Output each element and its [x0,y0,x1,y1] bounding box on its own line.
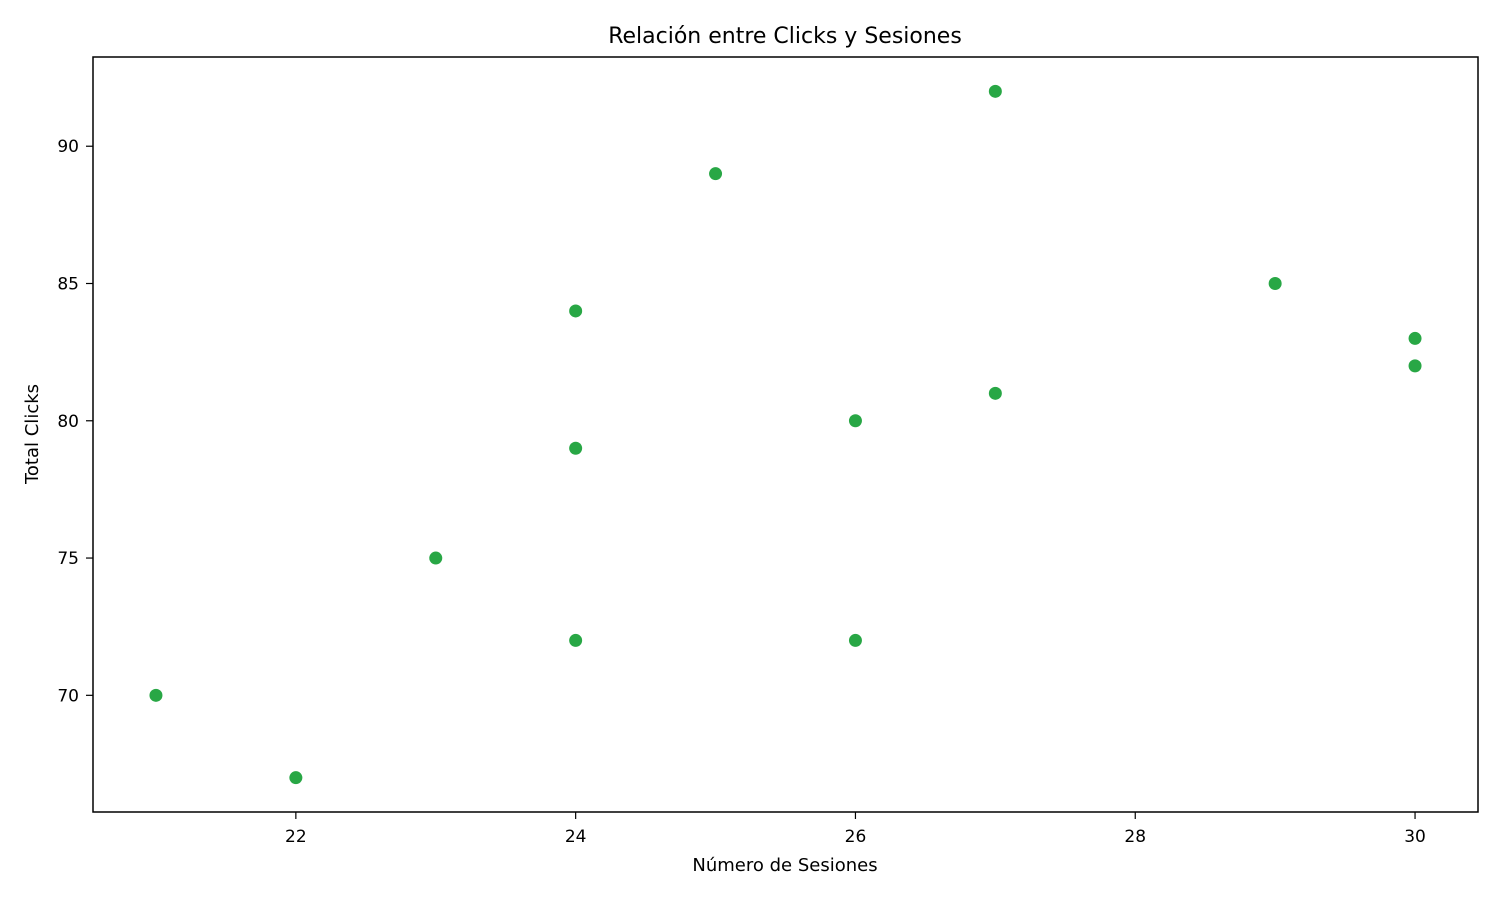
data-point [848,633,862,647]
plot-frame [92,56,1479,813]
data-point [149,688,163,702]
x-tick-label: 22 [285,827,307,847]
y-tick-label: 85 [57,275,79,295]
data-point [988,84,1002,98]
x-tick-label: 26 [845,827,867,847]
data-point [988,386,1002,400]
y-axis-label: Total Clicks [22,384,43,485]
x-tick-label: 28 [1124,827,1146,847]
chart-title: Relación entre Clicks y Sesiones [608,24,962,49]
data-point [569,633,583,647]
data-point [848,414,862,428]
data-point [1408,331,1422,345]
y-tick-label: 70 [57,686,79,706]
data-point [709,167,723,181]
x-tick-label: 30 [1404,827,1426,847]
y-tick-label: 80 [57,412,79,432]
data-point [1268,277,1282,290]
points-layer [149,84,1422,785]
y-tick-label: 75 [57,549,79,569]
x-axis-label: Número de Sesiones [692,855,877,876]
data-point [1408,359,1422,373]
y-tick-label: 90 [57,137,79,157]
y-axis-ticks: 70 75 80 85 90 [57,137,93,706]
data-point [569,304,583,318]
x-axis-ticks: 22 24 26 28 30 [285,812,1426,847]
data-point [289,771,303,785]
data-point [569,441,583,455]
x-tick-label: 24 [565,827,587,847]
data-point [429,551,443,565]
